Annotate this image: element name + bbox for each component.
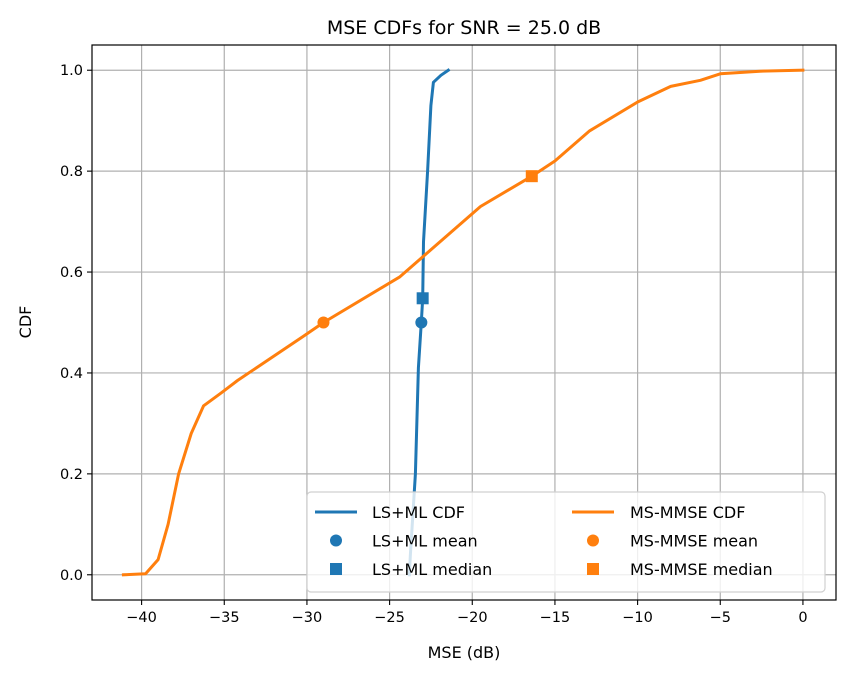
chart-title: MSE CDFs for SNR = 25.0 dB <box>327 17 601 39</box>
axes-frame <box>91 44 837 601</box>
x-tick-label: −25 <box>374 610 405 626</box>
legend-ls-ml-cdf-label: LS+ML CDF <box>372 503 465 522</box>
x-tick-label: −20 <box>457 610 488 626</box>
y-tick-label: 0.0 <box>60 568 83 584</box>
legend-ls-ml-median-label: LS+ML median <box>372 560 492 579</box>
x-tick-label: −35 <box>209 610 240 626</box>
x-tick-label: −10 <box>622 610 653 626</box>
series-line-ms-mmse-cdf <box>121 68 805 577</box>
y-tick-label: 0.6 <box>60 265 83 281</box>
marker-ls-ml-mean <box>415 316 428 329</box>
y-tick-label: 0.8 <box>60 164 83 180</box>
x-axis-label: MSE (dB) <box>428 643 501 662</box>
series-line-ls-ml-cdf <box>407 68 451 577</box>
legend-ls-ml-mean-label: LS+ML mean <box>372 532 478 551</box>
legend-ms-mmse-median-swatch <box>587 563 599 575</box>
y-tick-label: 0.4 <box>60 366 83 382</box>
legend: LS+ML CDF LS+ML mean LS+ML median MS-MMSE C… <box>306 491 826 593</box>
y-tick-label: 1.0 <box>60 63 83 79</box>
x-tick-label: −40 <box>126 610 157 626</box>
legend-ls-ml-median-swatch <box>330 563 342 575</box>
legend-box <box>306 491 826 593</box>
marker-ms-mmse-mean <box>317 316 330 329</box>
y-axis-label: CDF <box>16 306 35 339</box>
x-tick-label: 0 <box>798 610 807 626</box>
plot-area <box>121 68 805 577</box>
x-tick-label: −5 <box>710 610 731 626</box>
ticks: −40 −35 −30 −25 −20 −15 −10 −5 0 0.0 0.2 0.4 0.6 0.8 1… <box>60 63 808 626</box>
legend-ms-mmse-mean-label: MS-MMSE mean <box>630 532 758 551</box>
y-tick-label: 0.2 <box>60 467 83 483</box>
x-tick-label: −15 <box>540 610 571 626</box>
x-tick-label: −30 <box>292 610 323 626</box>
legend-ls-ml-mean-swatch <box>330 534 342 547</box>
legend-ms-mmse-mean-swatch <box>587 534 599 547</box>
marker-ls-ml-median <box>416 292 429 305</box>
marker-ms-mmse-median <box>525 170 538 183</box>
grid <box>92 45 836 600</box>
legend-ms-mmse-median-label: MS-MMSE median <box>630 560 773 579</box>
legend-ms-mmse-cdf-label: MS-MMSE CDF <box>630 503 745 522</box>
